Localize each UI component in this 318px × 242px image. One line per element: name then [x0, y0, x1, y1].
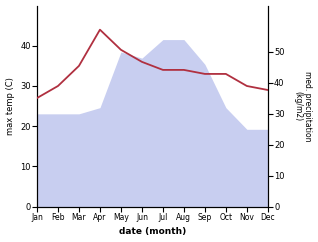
X-axis label: date (month): date (month) — [119, 227, 186, 236]
Y-axis label: max temp (C): max temp (C) — [5, 77, 15, 135]
Y-axis label: med. precipitation
(kg/m2): med. precipitation (kg/m2) — [293, 71, 313, 141]
